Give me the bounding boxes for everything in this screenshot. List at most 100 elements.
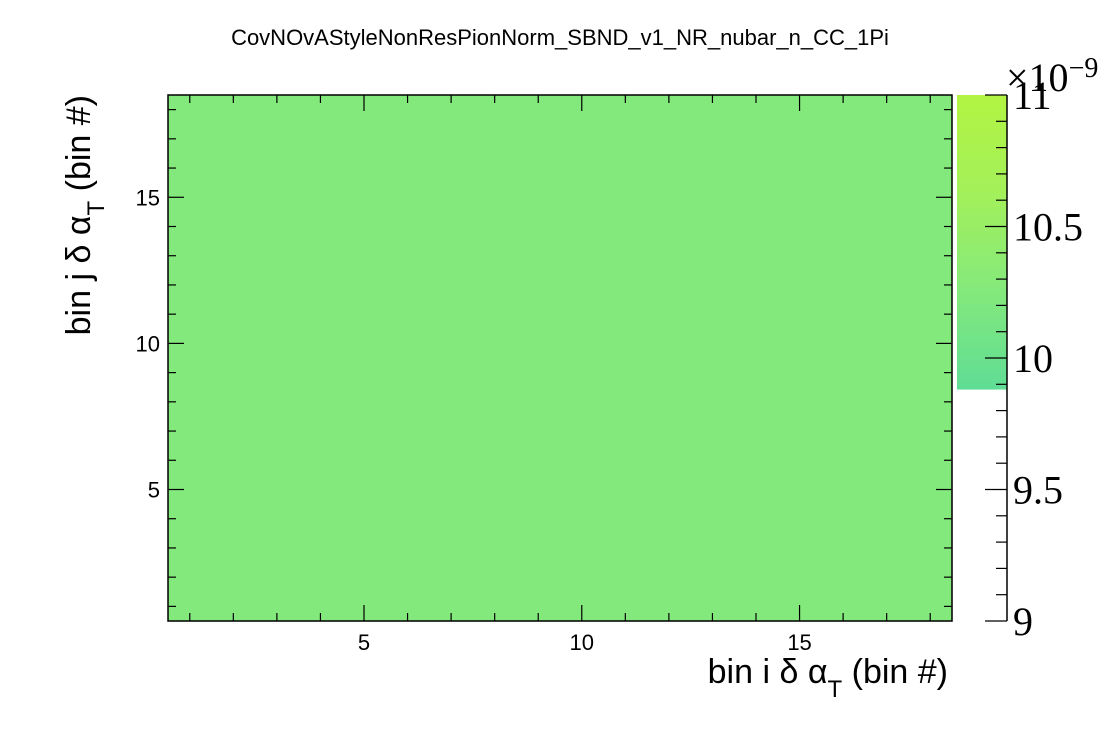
heatmap-cell xyxy=(647,562,692,593)
heatmap-cell xyxy=(211,387,256,418)
heatmap-cell xyxy=(777,504,822,534)
heatmap-cell xyxy=(821,182,866,213)
heatmap-cell xyxy=(211,153,256,184)
heatmap-cell xyxy=(690,504,735,534)
heatmap-cell xyxy=(734,153,779,184)
z-exponent-base: ×10 xyxy=(1006,55,1069,100)
heatmap-cell xyxy=(342,270,387,301)
heatmap-cell xyxy=(821,328,866,359)
heatmap-cell xyxy=(603,562,648,593)
heatmap-cell xyxy=(603,533,648,564)
heatmap-cell xyxy=(255,211,300,242)
heatmap-cell xyxy=(560,387,605,418)
heatmap-cell xyxy=(255,474,300,505)
heatmap-cell xyxy=(864,328,910,359)
heatmap-cell xyxy=(864,124,910,155)
plot-area: 5 10 15 5 10 15 xyxy=(136,94,953,655)
heatmap-cell xyxy=(777,445,822,476)
x-axis-title-tail: (bin #) xyxy=(842,653,948,691)
heatmap-cell xyxy=(690,328,735,359)
heatmap-cell xyxy=(298,416,343,447)
heatmap-cell xyxy=(690,270,735,301)
palette-color-bar xyxy=(957,95,1007,390)
heatmap-cell xyxy=(211,182,256,213)
heatmap-cell xyxy=(690,416,735,447)
z-axis-exponent: ×10−9 xyxy=(1006,53,1098,100)
heatmap-cell xyxy=(603,211,648,242)
color-palette: 9 9.5 10 10.5 11 xyxy=(957,73,1083,644)
heatmap-cell xyxy=(777,270,822,301)
heatmap-cell xyxy=(516,387,561,418)
heatmap-cell xyxy=(472,504,518,534)
heatmap-cell xyxy=(255,124,300,155)
heatmap-cell xyxy=(777,474,822,505)
heatmap-cell xyxy=(777,299,822,330)
heatmap-cell xyxy=(429,241,474,271)
heatmap-cell xyxy=(298,241,343,271)
heatmap-cell xyxy=(864,445,910,476)
heatmap-cell xyxy=(298,533,343,564)
heatmap-cell xyxy=(298,124,343,155)
heatmap-cell xyxy=(342,211,387,242)
heatmap-cell xyxy=(821,533,866,564)
heatmap-cell xyxy=(385,211,430,242)
heatmap-cell xyxy=(429,387,474,418)
heatmap-cell xyxy=(821,445,866,476)
heatmap-cell xyxy=(647,358,692,388)
heatmap-cell xyxy=(734,270,779,301)
heatmap-cell xyxy=(211,211,256,242)
heatmap-cell xyxy=(560,270,605,301)
heatmap-cell xyxy=(734,504,779,534)
heatmap-cell xyxy=(864,182,910,213)
heatmap-cell xyxy=(864,270,910,301)
heatmap-cell xyxy=(864,387,910,418)
heatmap-cell xyxy=(429,328,474,359)
heatmap-cell xyxy=(211,328,256,359)
heatmap-cell xyxy=(647,328,692,359)
heatmap-cell xyxy=(864,416,910,447)
plot-frame xyxy=(167,94,953,622)
heatmap-cell xyxy=(429,445,474,476)
heatmap-cell xyxy=(690,299,735,330)
heatmap-cell xyxy=(734,358,779,388)
heatmap-cell xyxy=(647,533,692,564)
heatmap-cell xyxy=(429,358,474,388)
heatmap-cell xyxy=(298,504,343,534)
heatmap-cell xyxy=(516,241,561,271)
heatmap-cell xyxy=(647,474,692,505)
heatmap-cell xyxy=(690,474,735,505)
heatmap-cell xyxy=(342,387,387,418)
heatmap-cell xyxy=(429,562,474,593)
heatmap-cell xyxy=(472,445,518,476)
heatmap-cell xyxy=(777,387,822,418)
heatmap-cell xyxy=(777,533,822,564)
heatmap-cell xyxy=(342,241,387,271)
heatmap-cell xyxy=(647,299,692,330)
heatmap-cell xyxy=(864,211,910,242)
heatmap-cell xyxy=(472,124,518,155)
heatmap-cell xyxy=(211,241,256,271)
heatmap-cell xyxy=(734,211,779,242)
heatmap-cell xyxy=(472,182,518,213)
heatmap-cell xyxy=(298,328,343,359)
heatmap-cell xyxy=(864,358,910,388)
heatmap-cell xyxy=(342,124,387,155)
z-tick-label: 11 xyxy=(1013,73,1052,118)
heatmap-cell xyxy=(647,445,692,476)
heatmap-cell xyxy=(690,445,735,476)
heatmap-cell xyxy=(690,124,735,155)
heatmap-cell xyxy=(385,387,430,418)
heatmap-cell xyxy=(255,328,300,359)
heatmap-cell xyxy=(690,387,735,418)
heatmap-cell xyxy=(734,182,779,213)
heatmap-cell xyxy=(298,182,343,213)
y-axis-title-main: bin j δ α xyxy=(60,216,98,336)
x-axis-title-sub: T xyxy=(828,676,843,703)
heatmap-cell xyxy=(603,182,648,213)
heatmap-cell xyxy=(560,474,605,505)
heatmap-cell xyxy=(298,211,343,242)
heatmap-cell xyxy=(647,416,692,447)
heatmap-cell xyxy=(560,445,605,476)
heatmap-cell xyxy=(429,474,474,505)
